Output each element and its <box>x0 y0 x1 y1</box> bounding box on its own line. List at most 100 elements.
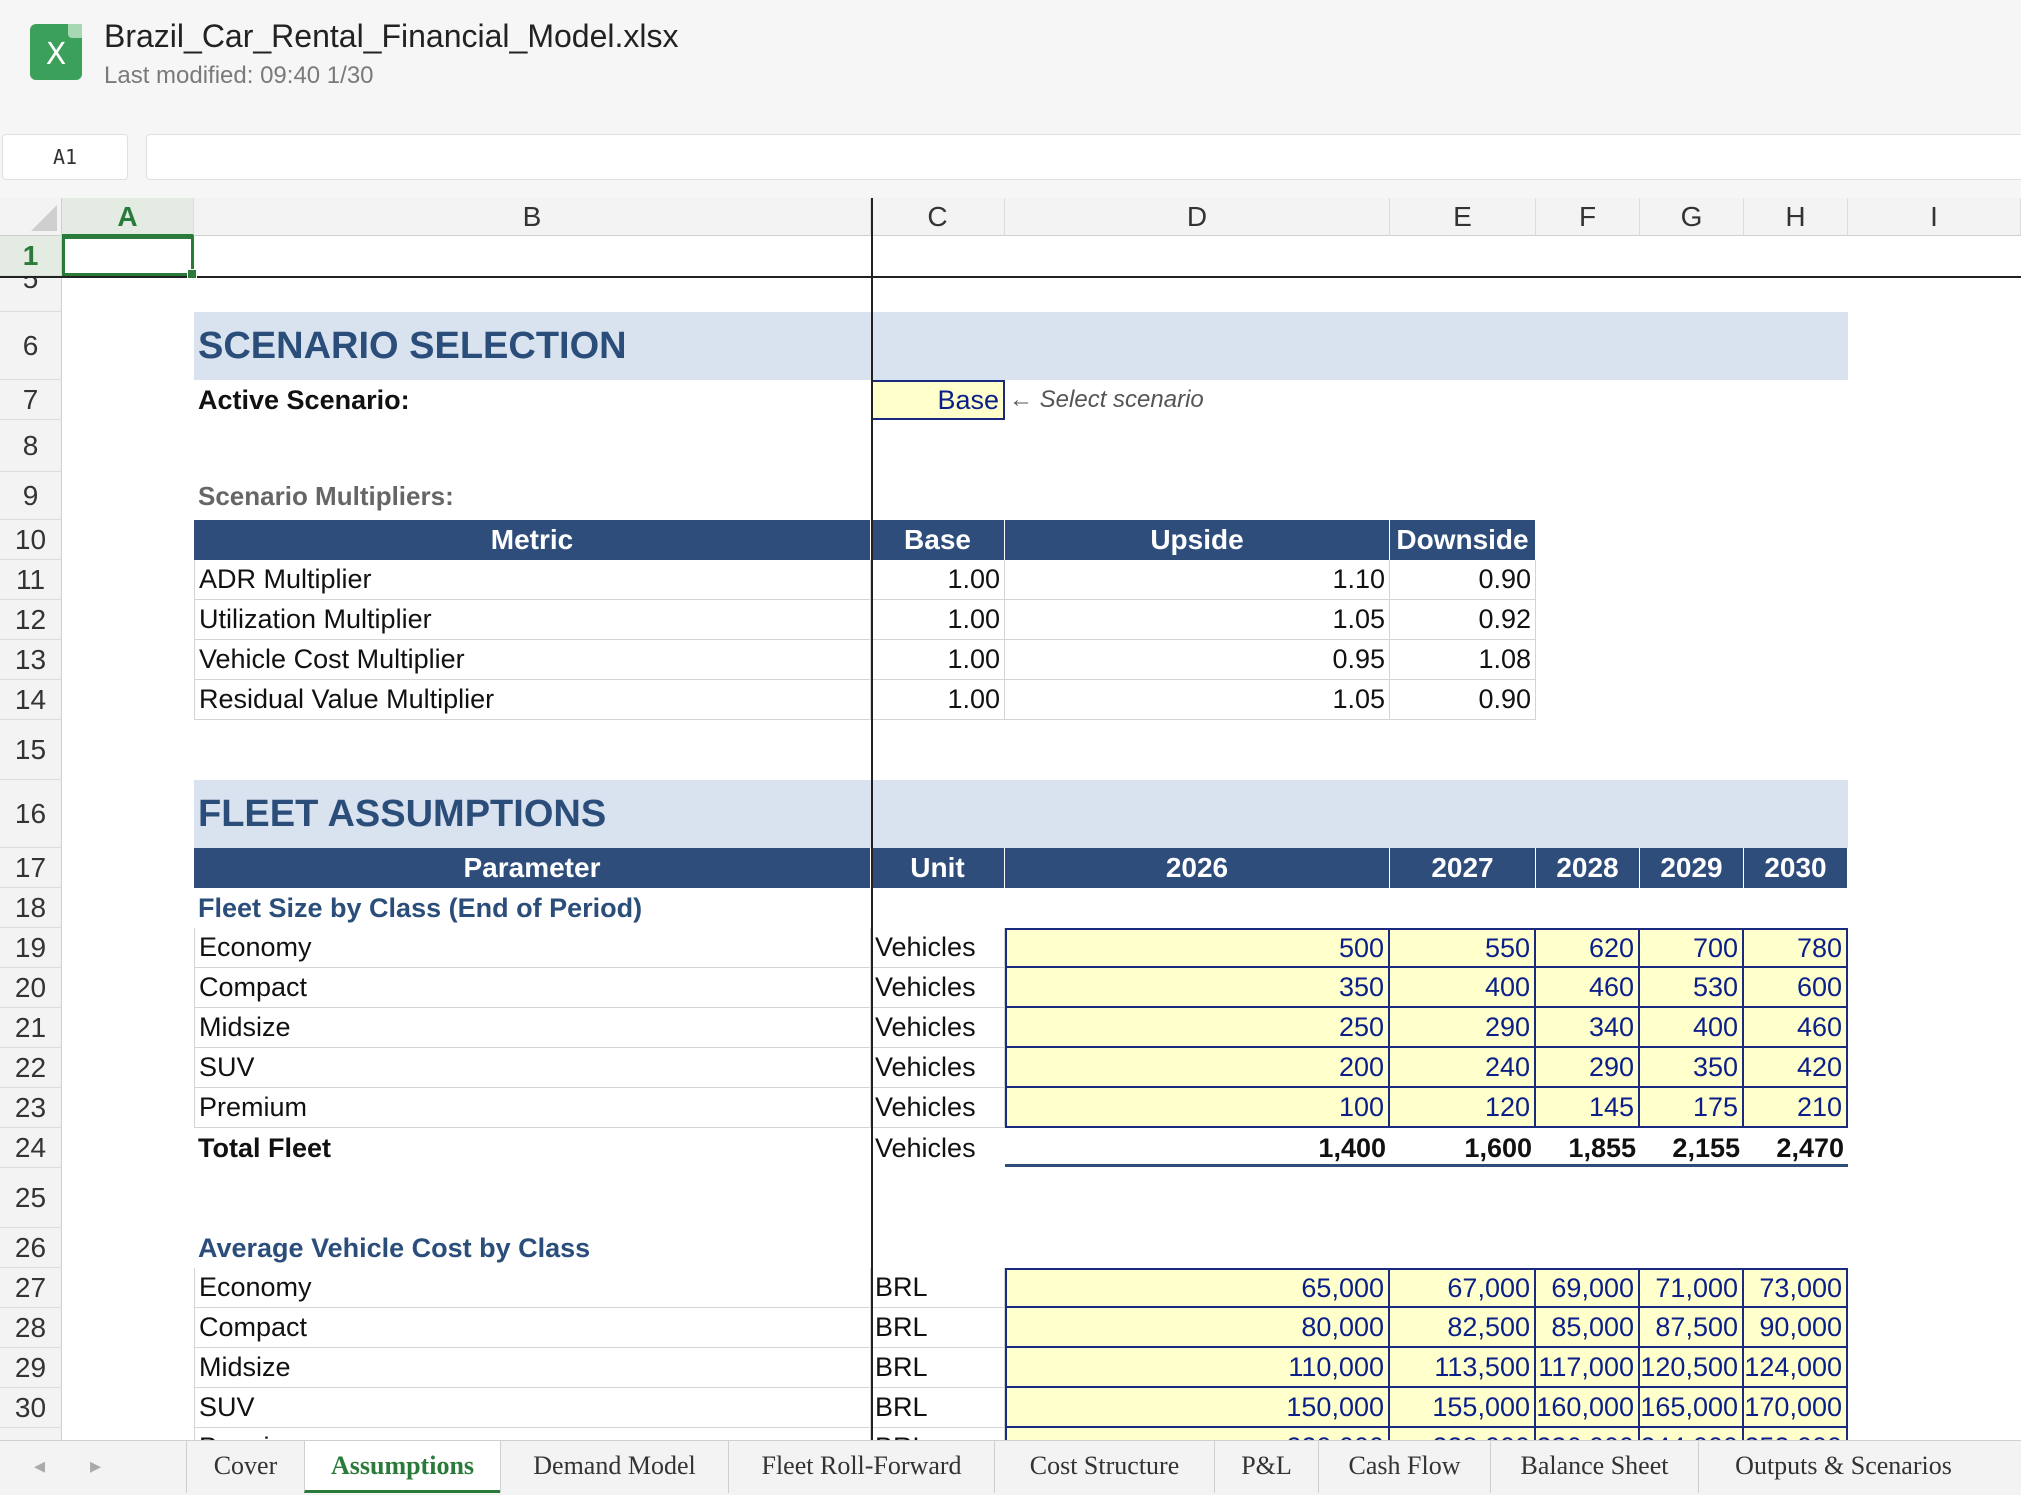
row-header-19[interactable]: 19 <box>0 928 62 968</box>
row-header-24[interactable]: 24 <box>0 1128 62 1168</box>
tab-next-icon[interactable]: ▸ <box>90 1453 102 1478</box>
row-header-15[interactable]: 15 <box>0 720 62 780</box>
fleet-size-value-2026[interactable]: 200 <box>1005 1048 1390 1088</box>
fleet-size-value-2027[interactable]: 120 <box>1390 1088 1536 1128</box>
vehicle-cost-value-2029[interactable]: 244,000 <box>1640 1428 1744 1440</box>
row-header-16[interactable]: 16 <box>0 780 62 848</box>
fleet-size-value-2029[interactable]: 700 <box>1640 928 1744 968</box>
sheet-tab-demand-model[interactable]: Demand Model <box>500 1441 728 1493</box>
fleet-size-value-2028[interactable]: 290 <box>1536 1048 1640 1088</box>
sheet-tab-fleet-roll-forward[interactable]: Fleet Roll-Forward <box>728 1441 994 1493</box>
multiplier-base[interactable]: 1.00 <box>871 680 1005 720</box>
vehicle-cost-value-2026[interactable]: 110,000 <box>1005 1348 1390 1388</box>
select-all-corner[interactable] <box>0 198 62 236</box>
formula-input[interactable] <box>146 134 2021 180</box>
vehicle-cost-value-2029[interactable]: 165,000 <box>1640 1388 1744 1428</box>
row-header-12[interactable]: 12 <box>0 600 62 640</box>
multiplier-base[interactable]: 1.00 <box>871 640 1005 680</box>
row-header-29[interactable]: 29 <box>0 1348 62 1388</box>
multiplier-upside[interactable]: 1.10 <box>1005 560 1390 600</box>
fleet-size-value-2029[interactable]: 175 <box>1640 1088 1744 1128</box>
fleet-size-value-2028[interactable]: 145 <box>1536 1088 1640 1128</box>
vehicle-cost-value-2030[interactable]: 124,000 <box>1744 1348 1848 1388</box>
row-header-14[interactable]: 14 <box>0 680 62 720</box>
row-header-1[interactable]: 1 <box>0 236 62 276</box>
column-header-c[interactable]: C <box>871 198 1005 236</box>
row-header-21[interactable]: 21 <box>0 1008 62 1048</box>
vehicle-cost-value-2030[interactable]: 252,000 <box>1744 1428 1848 1440</box>
row-header-18[interactable]: 18 <box>0 888 62 928</box>
sheet-tab-outputs-scenarios[interactable]: Outputs & Scenarios <box>1698 1441 1988 1493</box>
fleet-size-value-2027[interactable]: 550 <box>1390 928 1536 968</box>
column-header-e[interactable]: E <box>1390 198 1536 236</box>
tab-prev-icon[interactable]: ◂ <box>34 1453 46 1478</box>
multiplier-downside[interactable]: 0.90 <box>1390 680 1536 720</box>
fleet-size-value-2030[interactable]: 600 <box>1744 968 1848 1008</box>
fleet-size-value-2028[interactable]: 460 <box>1536 968 1640 1008</box>
vehicle-cost-value-2028[interactable]: 160,000 <box>1536 1388 1640 1428</box>
vehicle-cost-value-2026[interactable]: 80,000 <box>1005 1308 1390 1348</box>
vehicle-cost-value-2027[interactable]: 113,500 <box>1390 1348 1536 1388</box>
row-header-5[interactable]: 5 <box>0 276 62 312</box>
multiplier-downside[interactable]: 1.08 <box>1390 640 1536 680</box>
multiplier-upside[interactable]: 1.05 <box>1005 680 1390 720</box>
row-header-27[interactable]: 27 <box>0 1268 62 1308</box>
active-cell-selection[interactable] <box>62 236 197 279</box>
row-header-20[interactable]: 20 <box>0 968 62 1008</box>
multiplier-downside[interactable]: 0.90 <box>1390 560 1536 600</box>
vehicle-cost-value-2027[interactable]: 82,500 <box>1390 1308 1536 1348</box>
fleet-size-value-2026[interactable]: 500 <box>1005 928 1390 968</box>
fleet-size-value-2030[interactable]: 780 <box>1744 928 1848 968</box>
name-box[interactable]: A1 <box>2 134 128 180</box>
row-header-30[interactable]: 30 <box>0 1388 62 1428</box>
vehicle-cost-value-2028[interactable]: 236,000 <box>1536 1428 1640 1440</box>
multiplier-upside[interactable]: 0.95 <box>1005 640 1390 680</box>
row-header-13[interactable]: 13 <box>0 640 62 680</box>
fleet-size-value-2027[interactable]: 240 <box>1390 1048 1536 1088</box>
column-header-b[interactable]: B <box>194 198 871 236</box>
column-header-g[interactable]: G <box>1640 198 1744 236</box>
vehicle-cost-value-2027[interactable]: 155,000 <box>1390 1388 1536 1428</box>
vehicle-cost-value-2027[interactable]: 67,000 <box>1390 1268 1536 1308</box>
row-header-9[interactable]: 9 <box>0 472 62 520</box>
row-header-10[interactable]: 10 <box>0 520 62 560</box>
sheet-tab-p-l[interactable]: P&L <box>1214 1441 1318 1493</box>
vehicle-cost-value-2030[interactable]: 90,000 <box>1744 1308 1848 1348</box>
vehicle-cost-value-2030[interactable]: 73,000 <box>1744 1268 1848 1308</box>
multiplier-base[interactable]: 1.00 <box>871 560 1005 600</box>
multiplier-downside[interactable]: 0.92 <box>1390 600 1536 640</box>
vehicle-cost-value-2029[interactable]: 71,000 <box>1640 1268 1744 1308</box>
vehicle-cost-value-2030[interactable]: 170,000 <box>1744 1388 1848 1428</box>
fleet-size-value-2026[interactable]: 350 <box>1005 968 1390 1008</box>
vehicle-cost-value-2027[interactable]: 228,000 <box>1390 1428 1536 1440</box>
spreadsheet-grid[interactable]: A B C D E F G H I 1 5 6 7 8 9 10 11 12 13 14 15 16 17 18 19 20 21 2… <box>0 198 2021 1440</box>
row-header-22[interactable]: 22 <box>0 1048 62 1088</box>
fleet-size-value-2029[interactable]: 400 <box>1640 1008 1744 1048</box>
column-header-d[interactable]: D <box>1005 198 1390 236</box>
sheet-tab-balance-sheet[interactable]: Balance Sheet <box>1490 1441 1698 1493</box>
column-header-i[interactable]: I <box>1848 198 2021 236</box>
multiplier-base[interactable]: 1.00 <box>871 600 1005 640</box>
fleet-size-value-2030[interactable]: 420 <box>1744 1048 1848 1088</box>
vehicle-cost-value-2026[interactable]: 65,000 <box>1005 1268 1390 1308</box>
row-header-6[interactable]: 6 <box>0 312 62 380</box>
fleet-size-value-2027[interactable]: 400 <box>1390 968 1536 1008</box>
vehicle-cost-value-2028[interactable]: 117,000 <box>1536 1348 1640 1388</box>
row-header-26[interactable]: 26 <box>0 1228 62 1268</box>
row-header-7[interactable]: 7 <box>0 380 62 420</box>
fleet-size-value-2028[interactable]: 340 <box>1536 1008 1640 1048</box>
vehicle-cost-value-2026[interactable]: 150,000 <box>1005 1388 1390 1428</box>
row-header-23[interactable]: 23 <box>0 1088 62 1128</box>
row-header-31[interactable]: 31 <box>0 1428 62 1440</box>
multiplier-upside[interactable]: 1.05 <box>1005 600 1390 640</box>
row-header-8[interactable]: 8 <box>0 420 62 472</box>
sheet-tab-cover[interactable]: Cover <box>186 1441 304 1493</box>
column-header-f[interactable]: F <box>1536 198 1640 236</box>
vehicle-cost-value-2026[interactable]: 220,000 <box>1005 1428 1390 1440</box>
vehicle-cost-value-2028[interactable]: 69,000 <box>1536 1268 1640 1308</box>
vehicle-cost-value-2029[interactable]: 120,500 <box>1640 1348 1744 1388</box>
fleet-size-value-2027[interactable]: 290 <box>1390 1008 1536 1048</box>
column-header-h[interactable]: H <box>1744 198 1848 236</box>
column-header-a[interactable]: A <box>62 198 194 236</box>
row-header-28[interactable]: 28 <box>0 1308 62 1348</box>
